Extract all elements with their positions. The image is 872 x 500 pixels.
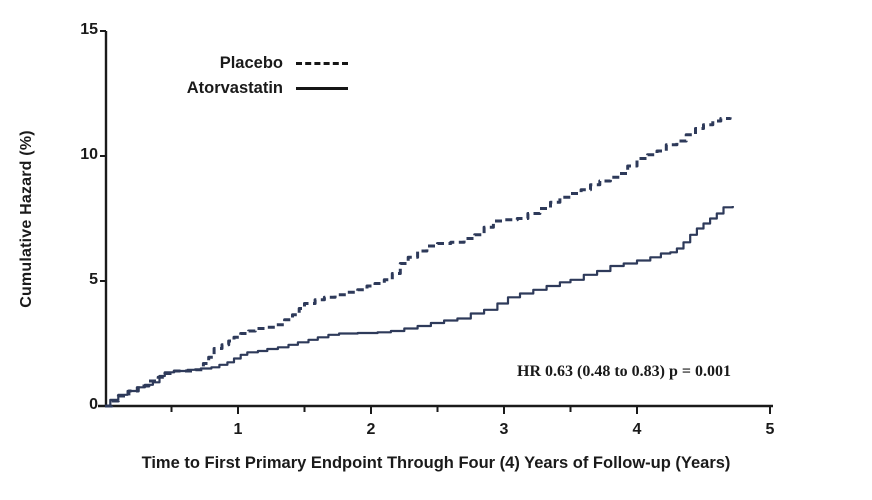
axes (98, 30, 773, 414)
x-tick-label-4: 4 (632, 421, 642, 438)
y-tick-label-15: 15 (80, 21, 98, 38)
legend: Placebo Atorvastatin (158, 51, 348, 101)
x-axis-label: Time to First Primary Endpoint Through F… (141, 454, 731, 472)
legend-item-atorvastatin: Atorvastatin (158, 76, 348, 101)
x-tick-label-5: 5 (765, 421, 775, 438)
y-axis-label: Cumulative Hazard (%) (18, 130, 35, 308)
x-tick-label-2: 2 (366, 421, 376, 438)
atorvastatin-curve (105, 206, 734, 408)
legend-label-placebo: Placebo (219, 54, 283, 72)
curves (105, 117, 734, 408)
y-tick-label-5: 5 (89, 271, 98, 288)
y-tick-label-0: 0 (89, 396, 98, 413)
dashed-line-sample (296, 62, 348, 65)
legend-label-atorvastatin: Atorvastatin (186, 79, 283, 97)
x-tick-label-3: 3 (499, 421, 509, 438)
solid-line-sample (296, 87, 348, 90)
hazard-ratio-annotation: HR 0.63 (0.48 to 0.83) p = 0.001 (517, 363, 731, 380)
y-tick-label-10: 10 (80, 146, 98, 163)
x-tick-label-1: 1 (233, 421, 243, 438)
legend-item-placebo: Placebo (158, 51, 348, 76)
